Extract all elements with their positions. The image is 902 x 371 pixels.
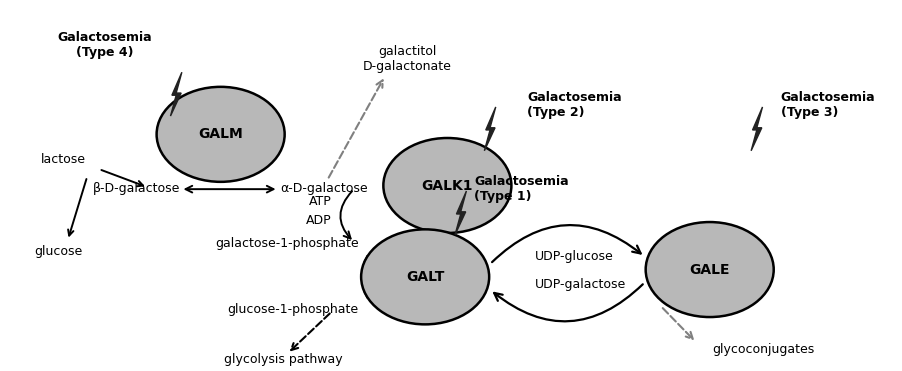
Text: GALK1: GALK1 [421,178,474,193]
Ellipse shape [361,229,489,324]
Text: ADP: ADP [306,214,332,227]
Text: UDP-galactose: UDP-galactose [535,278,626,290]
Polygon shape [170,72,182,116]
Polygon shape [455,191,466,235]
Text: Galactosemia
(Type 3): Galactosemia (Type 3) [781,91,876,119]
Text: Galactosemia
(Type 2): Galactosemia (Type 2) [528,91,622,119]
Text: β-D-galactose: β-D-galactose [93,182,180,195]
Polygon shape [484,107,496,151]
Ellipse shape [157,87,285,182]
Text: UDP-glucose: UDP-glucose [535,250,613,263]
Text: glucose-1-phosphate: glucose-1-phosphate [227,302,358,315]
Text: glycolysis pathway: glycolysis pathway [224,352,342,365]
Text: GALM: GALM [198,127,243,141]
Text: α-D-galactose: α-D-galactose [281,182,368,195]
Text: lactose: lactose [41,154,86,167]
Ellipse shape [383,138,511,233]
Text: glucose: glucose [34,245,83,258]
Text: ATP: ATP [309,196,332,209]
Text: Galactosemia
(Type 4): Galactosemia (Type 4) [58,31,152,59]
Text: GALT: GALT [406,270,445,284]
Text: GALE: GALE [689,263,730,276]
Text: galactose-1-phosphate: galactose-1-phosphate [215,237,358,250]
Text: Galactosemia
(Type 1): Galactosemia (Type 1) [474,175,568,203]
Polygon shape [751,107,762,151]
Ellipse shape [646,222,774,317]
Text: glycoconjugates: glycoconjugates [713,344,815,357]
Text: galactitol
D-galactonate: galactitol D-galactonate [363,45,452,73]
